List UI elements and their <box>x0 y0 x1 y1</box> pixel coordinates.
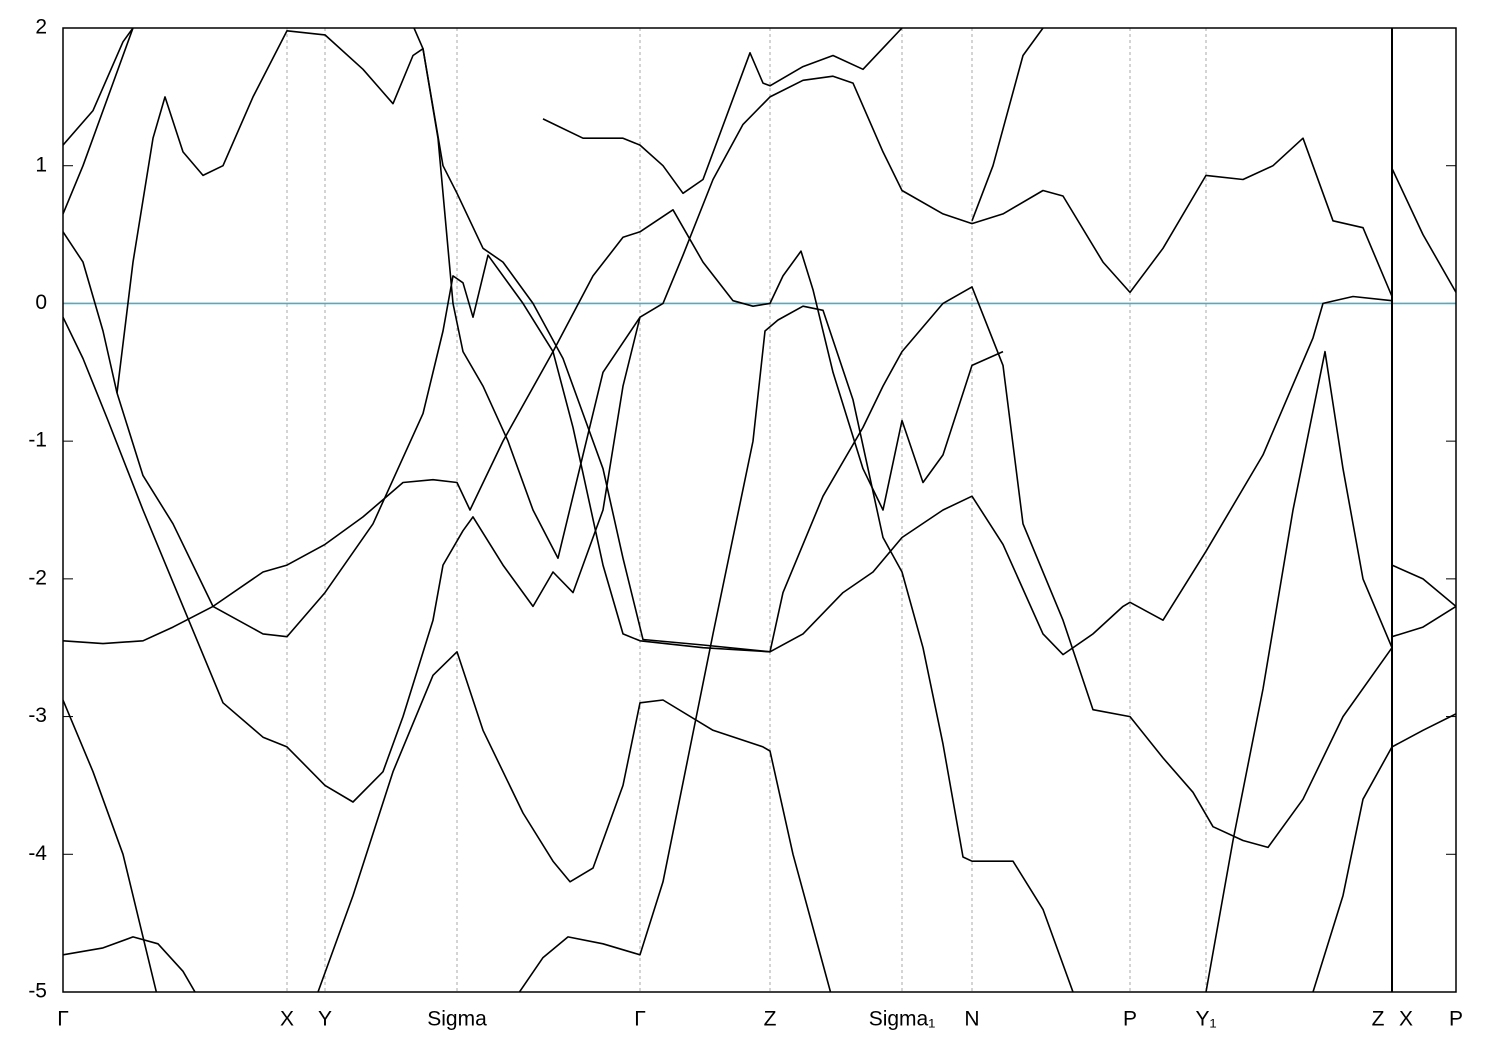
x-tick-label: Z <box>1372 1008 1385 1031</box>
band <box>63 209 1004 645</box>
x-tick-label: Sigma <box>427 1008 487 1031</box>
y-tick-label: 2 <box>35 16 47 39</box>
plot-frame <box>62 27 1457 993</box>
band <box>1391 713 1456 748</box>
band <box>1391 605 1456 638</box>
y-tick-label: -5 <box>28 980 47 1003</box>
bands <box>63 28 1456 992</box>
band <box>63 699 158 992</box>
band <box>63 28 134 215</box>
band <box>518 305 1074 992</box>
band <box>63 75 1393 803</box>
band <box>116 30 641 559</box>
band <box>1312 746 1393 992</box>
band <box>542 28 903 195</box>
x-tick-label: P <box>1123 1008 1137 1031</box>
y-tick-label: -3 <box>28 704 47 727</box>
band <box>971 28 1044 222</box>
band <box>63 28 134 146</box>
x-tick-label: Y₁ <box>1195 1008 1216 1031</box>
x-tick-label: P <box>1449 1008 1463 1031</box>
x-tick-label: N <box>964 1008 979 1031</box>
band <box>1391 564 1456 608</box>
x-tick-label: Sigma₁ <box>869 1008 936 1031</box>
band <box>1391 168 1456 293</box>
x-tick-label: X <box>1399 1008 1413 1031</box>
y-tick-label: -4 <box>28 842 47 865</box>
x-tick-label: X <box>280 1008 294 1031</box>
band <box>63 231 1393 656</box>
band <box>1205 350 1393 992</box>
band <box>317 651 832 992</box>
band <box>413 28 1393 849</box>
x-tick-label: Z <box>764 1008 777 1031</box>
x-tick-label: Γ <box>634 1008 646 1031</box>
y-tick-label: 1 <box>35 153 47 176</box>
x-tick-label: Y <box>318 1008 332 1031</box>
y-tick-label: 0 <box>35 291 47 314</box>
y-tick-label: -1 <box>28 429 47 452</box>
x-tick-label: Γ <box>57 1008 69 1031</box>
y-tick-label: -2 <box>28 566 47 589</box>
band <box>63 936 196 992</box>
